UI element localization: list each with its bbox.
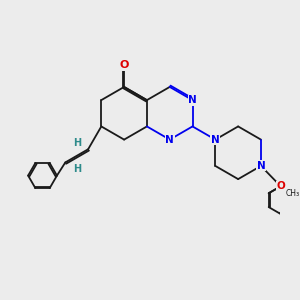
Text: CH₃: CH₃ <box>286 189 300 198</box>
Text: N: N <box>165 135 174 145</box>
Text: N: N <box>256 161 265 171</box>
Text: O: O <box>119 60 129 70</box>
Text: N: N <box>211 135 220 145</box>
Text: N: N <box>188 95 197 105</box>
Text: H: H <box>73 164 81 174</box>
Text: H: H <box>73 138 81 148</box>
Text: O: O <box>276 182 285 191</box>
